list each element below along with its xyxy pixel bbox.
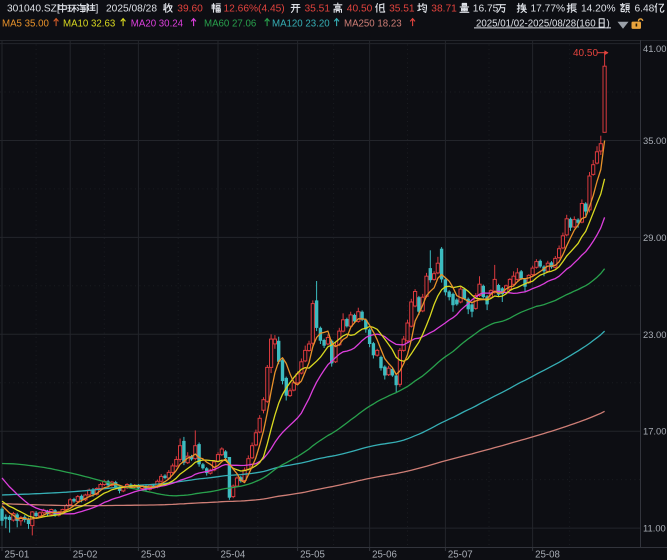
svg-text:41.00: 41.00 — [643, 43, 666, 54]
svg-text:MA60 27.06: MA60 27.06 — [204, 19, 256, 30]
svg-text:17.00: 17.00 — [643, 426, 666, 437]
svg-text:2025/01/02-2025/08/28(160: 2025/01/02-2025/08/28(160 — [476, 19, 596, 30]
svg-text:25-08: 25-08 — [535, 550, 560, 560]
svg-text:35.00: 35.00 — [643, 135, 666, 146]
svg-text:38.71: 38.71 — [431, 4, 457, 15]
svg-text:25-05: 25-05 — [300, 550, 325, 560]
svg-text:16.75: 16.75 — [473, 4, 499, 15]
svg-text:25-02: 25-02 — [73, 550, 98, 560]
svg-text:25-01: 25-01 — [5, 550, 30, 560]
svg-text:35.51: 35.51 — [305, 4, 331, 15]
svg-text:25-04: 25-04 — [221, 550, 246, 560]
svg-text:25-07: 25-07 — [448, 550, 473, 560]
svg-text:]: ] — [96, 4, 99, 15]
svg-text:MA5 35.00: MA5 35.00 — [2, 19, 49, 30]
svg-text:40.50: 40.50 — [347, 4, 373, 15]
svg-text:301040.SZ[: 301040.SZ[ — [7, 4, 60, 15]
svg-text:25-03: 25-03 — [141, 550, 166, 560]
svg-text:MA120 23.20: MA120 23.20 — [272, 19, 330, 30]
svg-text:29.00: 29.00 — [643, 232, 666, 243]
svg-text:MA250 18.23: MA250 18.23 — [344, 19, 402, 30]
svg-text:MA20 30.24: MA20 30.24 — [131, 19, 184, 30]
svg-text:39.60: 39.60 — [177, 4, 203, 15]
svg-text:2025/08/28: 2025/08/28 — [106, 4, 157, 15]
svg-text:17.77%: 17.77% — [531, 4, 566, 15]
svg-text:6.48: 6.48 — [635, 4, 655, 15]
svg-text:11.00: 11.00 — [643, 523, 666, 534]
svg-text:12.66%(4.45): 12.66%(4.45) — [224, 4, 285, 15]
svg-text:40.50: 40.50 — [573, 48, 598, 59]
svg-text:25-06: 25-06 — [372, 550, 397, 560]
svg-text:MA10 32.63: MA10 32.63 — [63, 19, 115, 30]
svg-text:23.00: 23.00 — [643, 329, 666, 340]
svg-text:): ) — [607, 19, 610, 30]
svg-text:14.20%: 14.20% — [581, 4, 616, 15]
svg-text:35.51: 35.51 — [389, 4, 415, 15]
